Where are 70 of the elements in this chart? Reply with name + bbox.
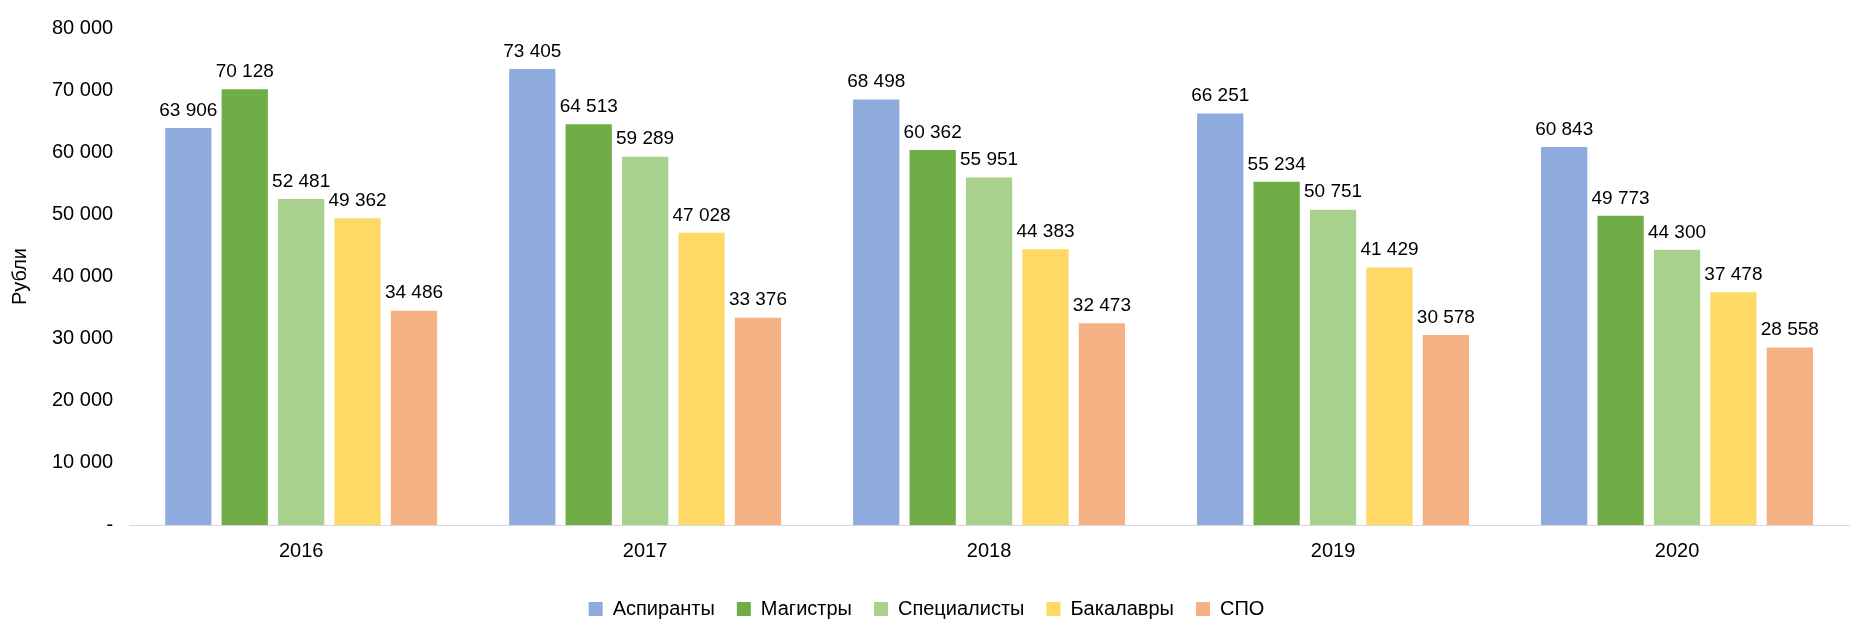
data-label: 47 028 [672,203,731,225]
bar [1422,335,1469,525]
bar [1766,347,1813,525]
x-tick-label: 2018 [966,538,1012,561]
data-label: 33 376 [728,288,787,310]
data-label: 41 429 [1360,238,1419,260]
data-label: 55 234 [1247,152,1307,174]
legend-label: Магистры [760,596,852,619]
data-label: 44 383 [1016,220,1075,241]
bar [278,198,325,525]
legend-label: Бакалавры [1070,596,1174,619]
bar [1078,323,1126,525]
data-label: 28 558 [1760,318,1819,340]
y-tick-label: 80 000 [52,15,114,38]
bar [1197,113,1244,525]
data-label: 55 951 [960,148,1019,170]
x-tick-label: 2019 [1310,538,1356,561]
data-label: 73 405 [503,39,562,61]
data-label: 34 486 [384,281,444,303]
data-label: 30 578 [1416,305,1475,327]
data-label: 32 473 [1072,294,1131,315]
y-tick-label: 70 000 [52,77,114,100]
data-label: 49 362 [328,189,387,211]
bar [1022,249,1069,525]
legend-label: Аспиранты [612,596,715,619]
x-tick-label: 2020 [1654,538,1700,561]
bar [565,124,612,525]
bar [909,150,956,525]
legend-label: Специалисты [897,596,1025,619]
bar [965,177,1013,525]
data-label: 52 481 [272,169,331,191]
y-tick-label: 60 000 [52,139,114,162]
bar [621,156,669,525]
bar [734,317,782,525]
legend-label: СПО [1219,596,1265,619]
bar [1366,267,1413,525]
x-tick-label: 2017 [622,538,668,561]
bar [509,68,556,525]
data-label: 70 128 [215,60,274,82]
data-label: 59 289 [616,127,675,149]
bar [1541,147,1588,525]
data-label: 64 513 [559,94,618,116]
bar [1309,209,1357,525]
data-label: 63 906 [159,98,218,120]
y-tick-label: 10 000 [52,450,114,473]
bar [165,127,212,525]
data-label: 37 478 [1704,262,1763,284]
y-tick-label: 20 000 [52,388,114,411]
y-tick-label: 40 000 [52,264,114,287]
data-label: 66 251 [1191,84,1250,106]
bar [334,218,381,525]
data-label: 49 773 [1591,186,1650,208]
bar [221,89,268,525]
y-tick-label: - [106,512,114,535]
data-label: 68 498 [847,70,906,92]
y-axis-title: Рубли [7,248,30,305]
data-label: 60 843 [1535,117,1594,139]
bar [1253,181,1300,525]
bar [390,310,438,525]
data-label: 44 300 [1647,220,1707,242]
bar [1710,292,1757,525]
bar [678,232,725,525]
y-tick-label: 30 000 [52,326,114,349]
bar [1653,249,1701,525]
data-label: 60 362 [903,120,962,142]
x-tick-label: 2016 [278,538,324,561]
y-tick-label: 50 000 [52,201,114,224]
bar [1597,215,1644,525]
data-label: 50 751 [1303,180,1363,202]
bar [853,99,900,525]
